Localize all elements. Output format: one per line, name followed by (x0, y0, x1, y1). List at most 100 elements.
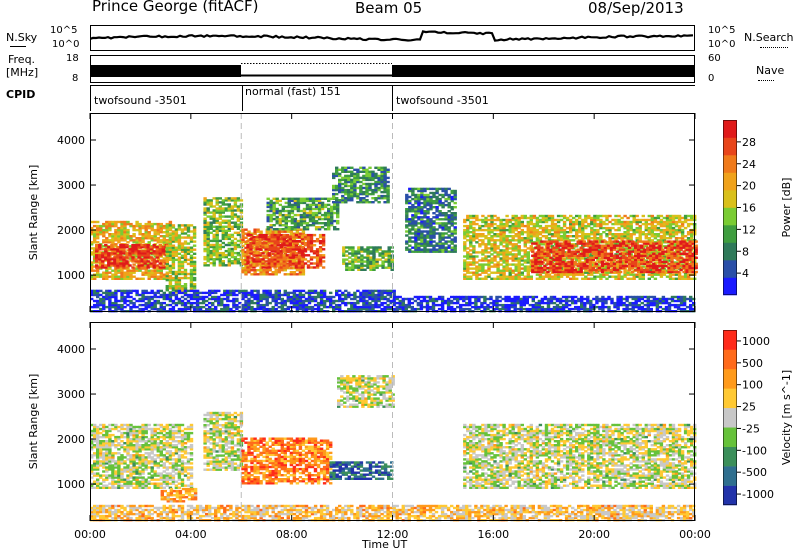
data-cell (526, 239, 530, 242)
data-cell (311, 203, 316, 207)
data-cell (137, 260, 141, 263)
data-cell (165, 271, 169, 274)
data-cell (252, 260, 256, 263)
data-cell (374, 197, 378, 200)
data-cell (450, 234, 454, 237)
data-cell (230, 213, 235, 216)
data-cell (632, 273, 636, 276)
data-cell (411, 197, 415, 201)
data-cell (275, 219, 279, 223)
data-cell (162, 237, 166, 240)
data-cell (287, 201, 291, 205)
data-cell (280, 236, 284, 239)
data-cell (529, 275, 533, 278)
data-cell (357, 256, 361, 259)
data-cell (104, 250, 108, 253)
data-cell (306, 246, 311, 249)
data-cell (332, 188, 336, 192)
data-cell (156, 275, 160, 278)
data-cell (405, 193, 409, 197)
data-cell (158, 248, 162, 251)
data-cell (686, 214, 691, 218)
data-cell (159, 228, 163, 232)
data-cell (366, 246, 370, 249)
data-cell (266, 213, 270, 217)
data-cell (165, 254, 169, 257)
data-cell (224, 255, 228, 259)
data-cell (233, 201, 238, 204)
data-cell (575, 218, 579, 222)
data-cell (344, 180, 348, 184)
data-cell (514, 218, 518, 222)
data-cell (123, 222, 127, 226)
data-cell (534, 246, 538, 249)
data-cell (177, 287, 182, 290)
data-cell (432, 220, 436, 223)
data-cell (168, 228, 173, 231)
data-cell (241, 254, 245, 258)
data-cell (608, 226, 612, 230)
data-cell (249, 252, 253, 255)
data-cell (541, 275, 546, 278)
data-cell (168, 242, 173, 245)
data-cell (269, 217, 273, 221)
data-cell (517, 261, 521, 264)
data-cell (284, 205, 288, 209)
data-cell (212, 197, 216, 200)
data-cell (581, 273, 585, 276)
data-cell (414, 234, 418, 237)
data-cell (484, 269, 488, 272)
data-cell (584, 214, 588, 218)
data-cell (348, 252, 352, 255)
data-cell (287, 211, 291, 215)
data-cell (438, 222, 442, 225)
data-cell (230, 251, 235, 255)
data-cell (321, 266, 326, 269)
data-cell (599, 222, 603, 226)
data-cell (255, 235, 259, 239)
data-cell (617, 226, 621, 230)
data-cell (291, 256, 296, 259)
data-cell (481, 235, 485, 238)
station-title: Prince George (fitACF) (92, 0, 259, 15)
data-cell (110, 258, 114, 261)
data-cell (221, 264, 225, 267)
data-cell (435, 250, 439, 253)
data-cell (279, 252, 283, 255)
data-cell (380, 170, 384, 173)
data-cell (227, 253, 231, 257)
data-cell (426, 222, 430, 225)
data-cell (241, 240, 245, 243)
data-cell (212, 233, 216, 237)
data-cell (564, 246, 568, 249)
data-cell (212, 237, 216, 241)
data-cell (293, 228, 298, 231)
data-cell (279, 244, 283, 247)
data-cell (203, 197, 207, 200)
data-cell (478, 259, 482, 262)
data-cell (526, 251, 530, 254)
data-cell (174, 252, 179, 255)
data-cell (668, 231, 673, 234)
data-cell (101, 254, 105, 257)
data-cell (508, 226, 512, 230)
data-cell (134, 260, 138, 263)
data-cell (300, 264, 305, 267)
data-cell (156, 241, 160, 244)
data-cell (129, 239, 133, 242)
data-cell (438, 246, 442, 249)
data-cell (590, 226, 594, 230)
data-cell (469, 275, 473, 278)
data-cell (171, 246, 176, 249)
data-cell (117, 220, 121, 224)
data-cell (143, 262, 147, 265)
data-cell (271, 271, 275, 274)
data-cell (453, 250, 457, 253)
data-cell (168, 238, 173, 241)
data-cell (224, 237, 228, 241)
data-cell (265, 230, 269, 233)
data-cell (131, 250, 135, 253)
data-cell (526, 247, 530, 250)
data-cell (113, 252, 117, 255)
data-cell (384, 254, 388, 257)
